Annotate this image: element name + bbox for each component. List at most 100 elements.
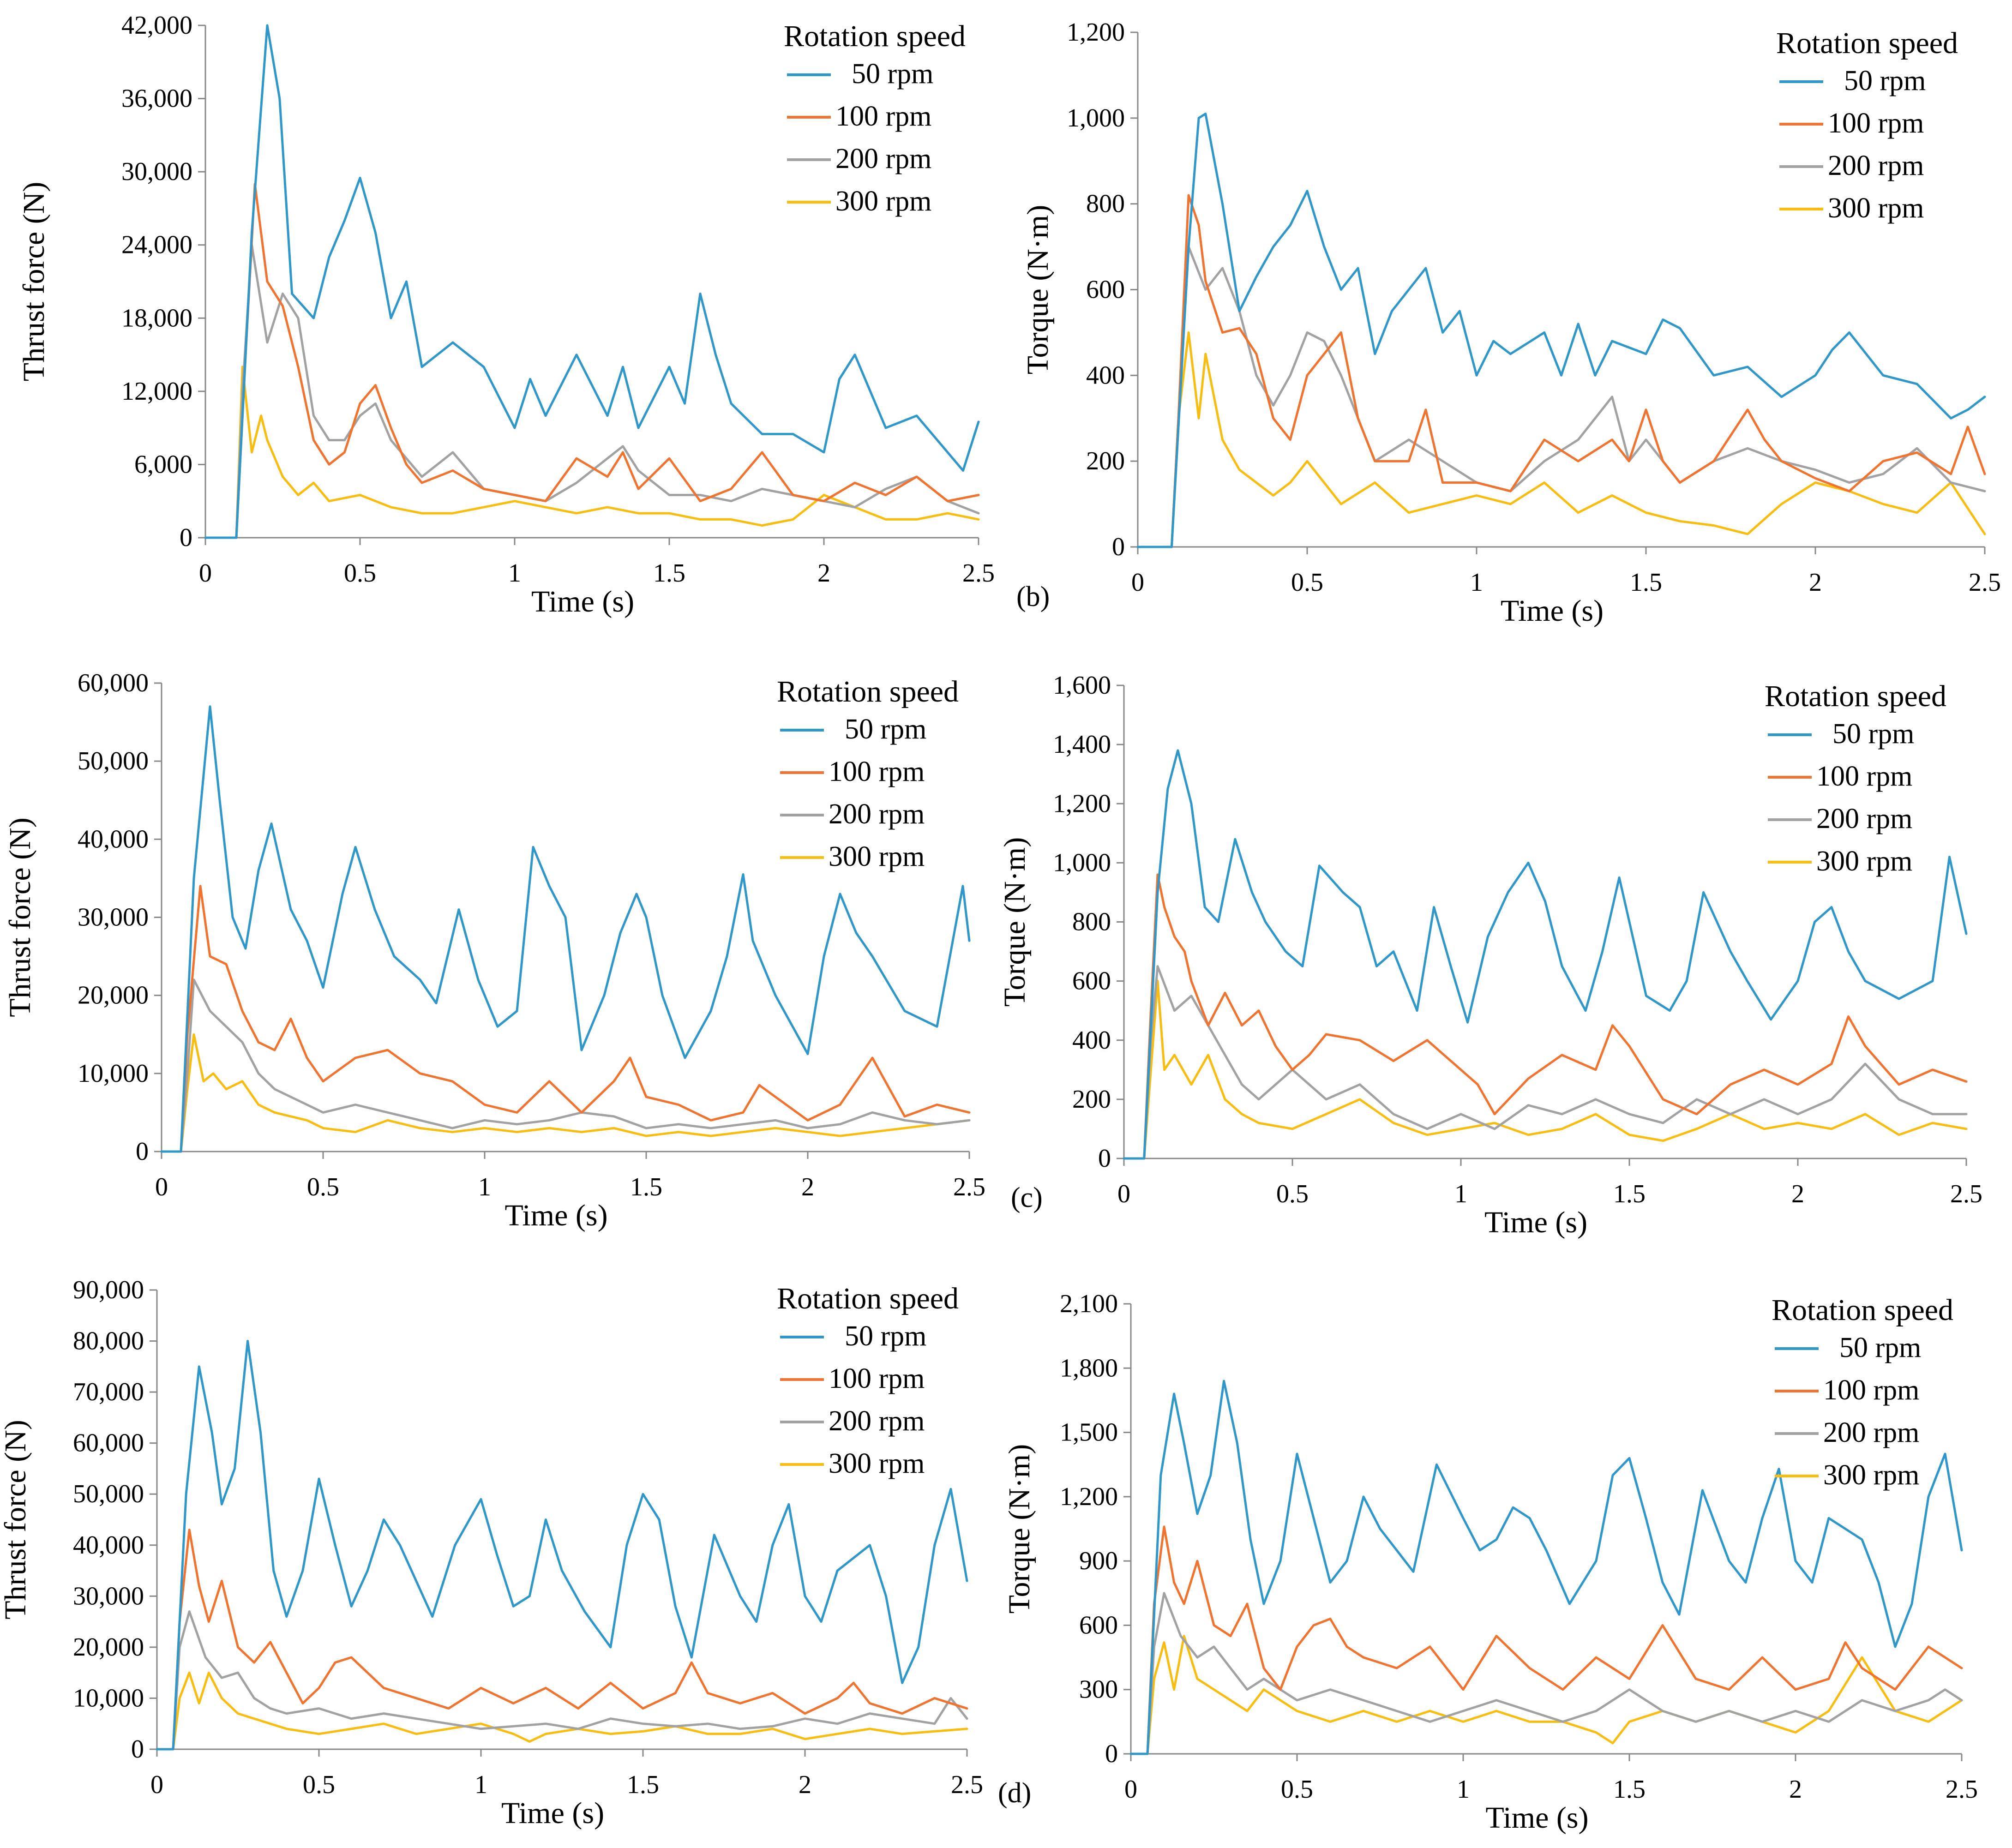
- x-tick-label: 2.5: [1950, 1180, 1982, 1208]
- y-tick-label: 18,000: [121, 304, 192, 332]
- y-tick-label: 900: [1079, 1547, 1118, 1575]
- y-tick-label: 30,000: [78, 903, 149, 932]
- y-tick-label: 1,600: [1053, 671, 1111, 700]
- series-line-200-rpm: [1123, 965, 1968, 1160]
- x-axis-label: Time (s): [1484, 1206, 1587, 1239]
- y-tick-label: 1,000: [1067, 104, 1125, 132]
- y-tick-label: 0: [180, 523, 192, 552]
- y-tick-label: 20,000: [73, 1633, 144, 1662]
- y-tick-label: 36,000: [121, 84, 192, 113]
- x-tick-label: 0.5: [303, 1770, 335, 1799]
- series-line-300-rpm: [1123, 980, 1968, 1160]
- x-tick-label: 2.5: [951, 1770, 983, 1799]
- y-tick-label: 800: [1072, 908, 1111, 936]
- x-axis-label: Time (s): [531, 585, 634, 618]
- x-tick-label: 2.5: [1946, 1775, 1978, 1804]
- x-tick-label: 2.5: [962, 559, 995, 588]
- series-line-100-rpm: [156, 1529, 968, 1751]
- series-line-300-rpm: [160, 1033, 971, 1153]
- x-tick-label: 2: [817, 559, 830, 588]
- x-tick-label: 2: [801, 1173, 814, 1201]
- panel-letter-c: (c): [1011, 1182, 1043, 1213]
- chart-c-thrust: 0 10,000 20,000 30,000 40,000 50,000 60,000 0 0.…: [3, 669, 985, 1232]
- y-tick-label: 80,000: [73, 1327, 144, 1356]
- x-tick-label: 1: [478, 1173, 491, 1201]
- series-line-100-rpm: [1129, 1525, 1963, 1755]
- legend-label: 100 rpm: [829, 1363, 925, 1394]
- legend-label: 300 rpm: [835, 186, 931, 217]
- y-tick-label: 1,200: [1060, 1482, 1118, 1511]
- legend-title: Rotation speed: [777, 1282, 959, 1315]
- series-line-200-rpm: [160, 978, 971, 1153]
- series-line-300-rpm: [1129, 1635, 1963, 1755]
- y-tick-label: 200: [1072, 1085, 1111, 1114]
- y-tick-label: 1,800: [1060, 1354, 1118, 1382]
- legend-label: 50 rpm: [1844, 65, 1926, 96]
- legend-label: 300 rpm: [829, 841, 925, 872]
- y-tick-label: 0: [136, 1137, 149, 1166]
- x-tick-label: 1: [1457, 1775, 1470, 1804]
- y-tick-label: 800: [1086, 190, 1125, 218]
- y-tick-label: 24,000: [121, 231, 192, 259]
- legend-label: 100 rpm: [1823, 1374, 1919, 1406]
- legend-label: 200 rpm: [1828, 150, 1924, 181]
- series-line-100-rpm: [160, 885, 971, 1153]
- legend-label: 300 rpm: [1816, 846, 1912, 877]
- chart-d-thrust: 0 10,000 20,000 30,000 40,000 50,000 60,000 70,…: [0, 1276, 983, 1830]
- y-tick-label: 0: [1098, 1144, 1111, 1173]
- legend-label: 300 rpm: [1828, 192, 1924, 224]
- y-axis-label: Thrust force (N): [17, 182, 51, 381]
- y-tick-label: 50,000: [78, 747, 149, 775]
- y-tick-label: 50,000: [73, 1480, 144, 1508]
- legend-label: 200 rpm: [835, 143, 931, 174]
- x-tick-label: 0: [1131, 568, 1144, 597]
- y-tick-label: 600: [1079, 1611, 1118, 1639]
- series-line-50-rpm: [1136, 113, 1986, 548]
- chart-c-torque: 0 200 400 600 800 1,000 1,200 1,400 1,600 0 0.5 1 1.…: [998, 671, 1982, 1239]
- legend-label: 300 rpm: [829, 1448, 925, 1479]
- x-tick-label: 1: [1470, 568, 1483, 597]
- series-line-50-rpm: [156, 1340, 968, 1751]
- x-tick-label: 1.5: [653, 559, 685, 588]
- legend-label: 50 rpm: [1839, 1332, 1921, 1363]
- x-tick-label: 2: [1791, 1180, 1804, 1208]
- y-tick-label: 42,000: [121, 11, 192, 40]
- chart-b-torque: 0 200 400 600 800 1,000 1,200 0 0.5 1 1.5 2 2.5 Time …: [1021, 18, 2001, 628]
- y-tick-label: 1,500: [1060, 1418, 1118, 1447]
- series-line-300-rpm: [204, 366, 980, 539]
- y-tick-label: 10,000: [78, 1059, 149, 1088]
- series-line-200-rpm: [156, 1610, 968, 1751]
- y-tick-label: 60,000: [78, 669, 149, 697]
- legend-title: Rotation speed: [1765, 679, 1946, 713]
- x-tick-label: 0.5: [307, 1173, 339, 1201]
- y-tick-label: 400: [1086, 361, 1125, 390]
- y-tick-label: 0: [131, 1735, 144, 1764]
- y-tick-label: 1,200: [1053, 789, 1111, 818]
- y-tick-label: 1,200: [1067, 18, 1125, 47]
- chart-d-torque: 0 300 600 900 1,200 1,500 1,800 2,100 0 0.5 1 1.5 2 2…: [1003, 1290, 1978, 1835]
- legend-label: 200 rpm: [829, 1405, 925, 1437]
- legend-title: Rotation speed: [784, 19, 966, 53]
- legend-title: Rotation speed: [777, 675, 959, 708]
- legend-label: 100 rpm: [1828, 108, 1924, 139]
- legend-label: 200 rpm: [1823, 1417, 1919, 1448]
- legend-title: Rotation speed: [1772, 1293, 1953, 1327]
- y-tick-label: 600: [1086, 276, 1125, 304]
- legend-label: 200 rpm: [829, 798, 925, 830]
- x-tick-label: 2: [799, 1770, 811, 1799]
- legend-label: 300 rpm: [1823, 1459, 1919, 1491]
- y-tick-label: 20,000: [78, 981, 149, 1010]
- x-tick-label: 1: [508, 559, 521, 588]
- y-tick-label: 0: [1112, 533, 1125, 561]
- x-tick-label: 0: [1124, 1775, 1137, 1804]
- legend-title: Rotation speed: [1776, 26, 1958, 60]
- series-line-300-rpm: [156, 1671, 968, 1751]
- y-axis-label: Torque (N·m): [998, 837, 1032, 1007]
- y-axis-label: Torque (N·m): [1021, 205, 1055, 374]
- legend-label: 100 rpm: [829, 756, 925, 787]
- x-tick-label: 1.5: [630, 1173, 662, 1201]
- series-line-50-rpm: [1123, 749, 1968, 1160]
- x-tick-label: 1.5: [1613, 1180, 1646, 1208]
- x-tick-label: 2: [1789, 1775, 1802, 1804]
- y-tick-label: 300: [1079, 1675, 1118, 1704]
